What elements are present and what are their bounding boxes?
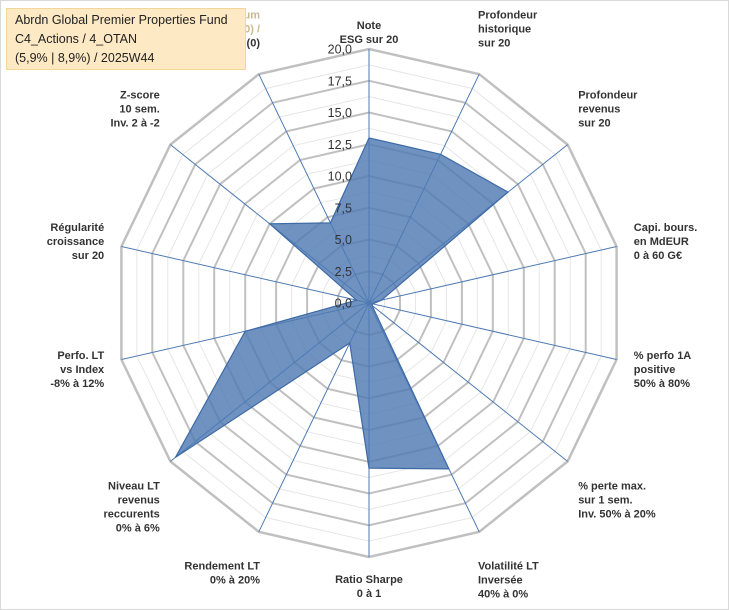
r-tick-label: 0,0 (335, 297, 352, 311)
axis-label: Volatilité LT Inversée 40% à 0% (478, 561, 539, 601)
axis-label: Régularité croissance sur 20 (47, 222, 104, 262)
axis-label: Z-score 10 sem. Inv. 2 à -2 (110, 89, 159, 129)
axis-label: Capi. bours. en MdEUR 0 à 60 G€ (634, 222, 698, 262)
r-tick-label: 12,5 (328, 138, 352, 152)
r-tick-label: 7,5 (335, 201, 352, 215)
axis-label: Profondeur historique sur 20 (478, 10, 538, 50)
axis-spoke (368, 302, 568, 462)
axis-label: Ratio Sharpe 0 à 1 (335, 574, 403, 600)
fund-category: C4_Actions / 4_OTAN (15, 32, 138, 46)
axis-label: Rendement LT 0% à 20% (184, 561, 260, 587)
r-tick-label: 17,5 (328, 74, 352, 88)
fund-info-box: Abrdn Global Premier Properties Fund C4_… (6, 8, 246, 70)
axis-label: Profondeur revenus sur 20 (578, 89, 638, 129)
axis-label: Niveau LT revenus reccurents 0% à 6% (104, 481, 161, 535)
r-tick-label: 2,5 (335, 265, 352, 279)
axis-label: Note ESG sur 20 (340, 20, 399, 46)
axis-label: Perfo. LT vs Index -8% à 12% (50, 350, 105, 390)
r-tick-label: 15,0 (328, 106, 352, 120)
axis-label: % perte max. sur 1 sem. Inv. 50% à 20% (578, 481, 656, 521)
radar-series (174, 137, 510, 470)
radar-axis-labels: Note ESG sur 20 Profondeur historique sur 20… (47, 10, 698, 601)
axis-spoke (368, 302, 617, 360)
axis-spoke (368, 246, 617, 304)
fund-performance-period: (5,9% | 8,9%) / 2025W44 (15, 51, 155, 65)
fund-name: Abrdn Global Premier Properties Fund (15, 13, 228, 27)
series-area (174, 137, 510, 470)
radar-tick-labels: 0,0 2,5 5,0 7,5 10,0 12,5 15,0 17,5 20,0 (328, 43, 352, 311)
axis-label: % perfo 1A positive 50% à 80% (634, 350, 692, 390)
r-tick-label: 10,0 (328, 170, 352, 184)
axis-spoke (121, 246, 370, 304)
r-tick-label: 20,0 (328, 43, 352, 57)
r-tick-label: 5,0 (335, 233, 352, 247)
